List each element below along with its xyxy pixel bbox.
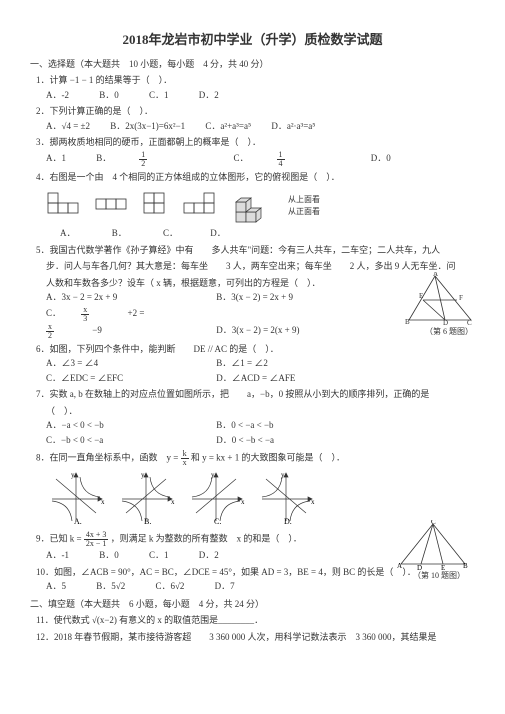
q3-D: D．0 (371, 153, 391, 163)
svg-text:y: y (141, 471, 145, 479)
q4-side1: 从上面看 (288, 194, 320, 206)
q6-opts1: A．∠3 = ∠4 B．∠1 = ∠2 (30, 357, 475, 371)
svg-text:x: x (241, 498, 245, 506)
q3-opts: A．1 B．12 C．14 D．0 (30, 151, 475, 168)
svg-text:y: y (71, 471, 75, 479)
q10-opts: A．5 B．5√2 C．6√2 D．7 (30, 580, 475, 594)
q6-D: D．∠ACD = ∠AFE (216, 373, 295, 383)
svg-text:D: D (443, 319, 448, 326)
svg-text:B: B (463, 562, 468, 570)
q10-A: A．5 (46, 581, 66, 591)
q10-C: C．6√2 (155, 581, 184, 591)
q6-caption: （第 6 题图） (425, 326, 473, 338)
q2-D: D．a²·a³=a⁵ (271, 121, 315, 131)
svg-text:B: B (405, 318, 410, 326)
q7a: 7．实数 a, b 在数轴上的对应点位置如图所示，把 a，−b，0 按照从小到大… (30, 388, 475, 402)
q2: 2．下列计算正确的是（ ）． (30, 105, 475, 119)
q5a: 5．我国古代数学著作《孙子算经》中有 多人共车"问题：今有三人共车，二车空；二人… (30, 244, 475, 258)
svg-text:E: E (419, 292, 423, 300)
q8-fig-D: x y D. (256, 469, 316, 525)
svg-text:x: x (311, 498, 315, 506)
q4-A: A． (60, 228, 76, 238)
svg-text:C: C (431, 520, 436, 526)
q1-A: A．-2 (46, 90, 69, 100)
q2-opts: A．√4 = ±2 B．2x(3x−1)=6x²−1 C．a²+a³=a⁵ D．… (30, 120, 475, 134)
q1: 1．计算 −1 − 1 的结果等于（ ）． (30, 74, 475, 88)
q4: 4．右图是一个由 4 个相同的正方体组成的立体图形，它的俯视图是（ ）． (30, 171, 475, 185)
q9-A: A．-1 (46, 550, 69, 560)
svg-text:y: y (211, 471, 215, 479)
q3-A: A．1 (46, 153, 66, 163)
q4-figs: 从上面看 从正面看 (30, 186, 475, 226)
q2-A: A．√4 = ±2 (46, 121, 90, 131)
q1-opts: A．-2 B．0 C．1 D．2 (30, 89, 475, 103)
q12: 12．2018 年春节假期，某市接待游客超 3 360 000 人次，用科学记数… (30, 631, 475, 645)
q9-B: B．0 (99, 550, 119, 560)
q4-fig-B (94, 191, 128, 221)
q5-C: C． x3 +2 = x2 −9 (46, 306, 196, 340)
svg-text:A.: A. (74, 517, 82, 525)
q4-C: C． (163, 228, 178, 238)
q5-A: A．3x − 2 = 2x + 9 (46, 291, 196, 305)
section-1-heading: 一、选择题（本大题共 10 小题，每小题 4 分，共 40 分） (30, 58, 475, 72)
q6-B: B．∠1 = ∠2 (216, 358, 268, 368)
q4-B: B． (112, 228, 127, 238)
svg-text:x: x (171, 498, 175, 506)
q10-D: D．7 (215, 581, 235, 591)
q7b: （ ）． (30, 405, 475, 419)
q2-C: C．a²+a³=a⁵ (205, 121, 251, 131)
q2-B: B．2x(3x−1)=6x²−1 (110, 121, 185, 131)
q9-C: C．1 (149, 550, 169, 560)
q7-opts1: A．−a < 0 < −b B．0 < −a < −b (30, 419, 475, 433)
svg-text:D.: D. (284, 517, 292, 525)
q4-D: D． (210, 228, 226, 238)
svg-text:F: F (459, 294, 463, 302)
q10-B: B．5√2 (96, 581, 125, 591)
svg-text:B.: B. (144, 517, 151, 525)
q3-C: C．14 (234, 153, 341, 163)
q4-fig-D (182, 191, 216, 221)
q5-D: D．3(x − 2) = 2(x + 9) (216, 325, 299, 335)
q4-fig-C (142, 191, 168, 221)
q6-A: A．∠3 = ∠4 (46, 357, 196, 371)
page-title: 2018年龙岩市初中学业（升学）质检数学试题 (30, 30, 475, 50)
q1-D: D．2 (199, 90, 219, 100)
q8-fig-B: x y B. (116, 469, 176, 525)
q1-B: B．0 (99, 90, 119, 100)
q6-opts2: C．∠EDC = ∠EFC D．∠ACD = ∠AFE (30, 372, 475, 386)
section-2-heading: 二、填空题（本大题共 6 小题，每小题 4 分，共 24 分） (30, 598, 475, 612)
q5-B: B．3(x − 2) = 2x + 9 (216, 292, 293, 302)
q6-fig: A E F B D C (405, 272, 475, 326)
svg-text:x: x (101, 498, 105, 506)
svg-text:C.: C. (214, 517, 221, 525)
q9-caption: （第 10 题图） (413, 570, 465, 582)
q6-C: C．∠EDC = ∠EFC (46, 372, 196, 386)
q10-fig: A D E B C (395, 520, 471, 570)
q8-figs: x y A. x y B. x y C. x y D. (30, 469, 475, 525)
q9-D: D．2 (199, 550, 219, 560)
svg-text:A: A (433, 272, 438, 278)
q8-fig-C: x y C. (186, 469, 246, 525)
q7-A: A．−a < 0 < −b (46, 419, 196, 433)
q3-B: B．12 (96, 153, 203, 163)
q4-fig-3d (230, 186, 274, 226)
q6: 6．如图，下列四个条件中，能判断 DE // AC 的是（ ）． (30, 343, 475, 357)
q7-opts2: C．−b < 0 < −a D．0 < −b < −a (30, 434, 475, 448)
q1-C: C．1 (149, 90, 169, 100)
q4-labels: A． B． C． D． (30, 227, 475, 241)
q4-fig-A (46, 191, 80, 221)
q7-C: C．−b < 0 < −a (46, 434, 196, 448)
q7-D: D．0 < −b < −a (216, 435, 274, 445)
q4-side2: 从正面看 (288, 206, 320, 218)
q8: 8．在同一直角坐标系中，函数 y = kx 和 y = kx + 1 的大致图象… (30, 450, 475, 467)
svg-text:C: C (467, 319, 472, 326)
svg-text:y: y (281, 471, 285, 479)
svg-text:A: A (397, 562, 402, 570)
q7-B: B．0 < −a < −b (216, 420, 273, 430)
q3: 3．掷两枚质地相同的硬币，正面都朝上的概率是（ ）． (30, 136, 475, 150)
q11: 11．使代数式 √(x−2) 有意义的 x 的取值范围是________． (30, 614, 475, 628)
q8-fig-A: x y A. (46, 469, 106, 525)
